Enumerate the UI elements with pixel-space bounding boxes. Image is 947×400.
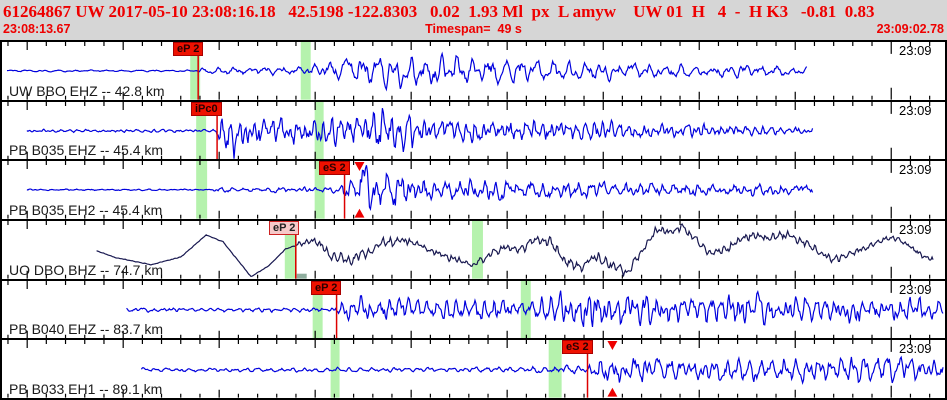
trace-row-uo-dbo-bhz: eP 2 UO DBO BHZ -- 74.7 km 23:09 bbox=[2, 219, 945, 279]
trace-row-uw-bbo-ehz: eP 2 UW BBO EHZ -- 42.8 km 23:09 bbox=[2, 42, 945, 100]
station-label-pb-b035-ehz: PB B035 EHZ -- 45.4 km bbox=[9, 142, 164, 159]
station-label-pb-b040-ehz: PB B040 EHZ -- 83.7 km bbox=[9, 321, 164, 338]
arrival-window-band bbox=[472, 221, 483, 279]
window-end-time: 23:09:02.78 bbox=[876, 22, 944, 36]
arrival-window-band bbox=[548, 340, 562, 399]
trace-row-pb-b035-eh2: eS 2 PB B035 EH2 -- 45.4 km 23:09 bbox=[2, 159, 945, 220]
second-tick-marks bbox=[7, 340, 931, 399]
minute-time-label: 23:09 bbox=[899, 281, 932, 297]
pick-flag-uo-dbo-bhz[interactable]: eP 2 bbox=[269, 221, 300, 236]
station-label-pb-b035-eh2: PB B035 EH2 -- 45.4 km bbox=[9, 202, 163, 219]
trace-canvas-uo-dbo-bhz[interactable] bbox=[2, 221, 945, 279]
pick-flag-uw-bbo-ehz[interactable]: eP 2 bbox=[173, 42, 204, 56]
timespan-label: Timespan= 49 s bbox=[425, 22, 522, 36]
waveform-uo-dbo-bhz[interactable] bbox=[96, 223, 934, 278]
waveform-panel: eP 2 UW BBO EHZ -- 42.8 km 23:09 iPc0 PB B03… bbox=[0, 40, 947, 400]
minute-time-label: 23:09 bbox=[899, 162, 932, 178]
pick-flag-pb-b035-eh2[interactable]: eS 2 bbox=[319, 161, 350, 176]
trace-canvas-pb-b035-eh2[interactable] bbox=[2, 161, 945, 220]
waveform-pb-b040-ehz[interactable] bbox=[126, 289, 944, 327]
station-label-uo-dbo-bhz: UO DBO BHZ -- 74.7 km bbox=[9, 261, 164, 278]
window-start-time: 23:08:13.67 bbox=[3, 22, 71, 36]
trace-canvas-pb-b033-eh1[interactable] bbox=[2, 340, 945, 399]
second-tick-marks bbox=[7, 42, 931, 100]
arrival-window-band bbox=[330, 340, 340, 399]
waveform-pb-b035-ehz[interactable] bbox=[26, 107, 814, 159]
waveform-pb-b035-eh2[interactable] bbox=[26, 165, 814, 212]
minute-time-label: 23:09 bbox=[899, 102, 932, 118]
arrival-window-band bbox=[284, 221, 297, 279]
arrival-window-band bbox=[314, 101, 324, 160]
event-summary-line: 61264867 UW 2017-05-10 23:08:16.18 42.51… bbox=[3, 2, 875, 21]
event-header: 61264867 UW 2017-05-10 23:08:16.18 42.51… bbox=[0, 0, 947, 40]
second-tick-marks bbox=[7, 101, 931, 160]
station-label-pb-b033-eh1: PB B033 EH1 -- 89.1 km bbox=[9, 381, 163, 398]
minute-time-label: 23:09 bbox=[899, 222, 932, 238]
pick-flag-pb-b033-eh1[interactable]: eS 2 bbox=[562, 340, 593, 355]
residual-marker bbox=[296, 273, 307, 279]
waveform-uw-bbo-ehz[interactable] bbox=[6, 51, 808, 92]
trace-row-pb-b035-ehz: iPc0 PB B035 EHZ -- 45.4 km 23:09 bbox=[2, 99, 945, 160]
trace-canvas-pb-b035-ehz[interactable] bbox=[2, 101, 945, 160]
trace-canvas-pb-b040-ehz[interactable] bbox=[2, 280, 945, 339]
station-label-uw-bbo-ehz: UW BBO EHZ -- 42.8 km bbox=[9, 82, 165, 99]
trace-canvas-uw-bbo-ehz[interactable] bbox=[2, 42, 945, 100]
pick-flag-pb-b035-ehz[interactable]: iPc0 bbox=[191, 101, 222, 116]
time-window-line: 23:08:13.67 Timespan= 49 s 23:09:02.78 bbox=[0, 22, 947, 37]
coda-marker-top-icon[interactable] bbox=[354, 162, 365, 172]
trace-row-pb-b033-eh1: eS 2 PB B033 EH1 -- 89.1 km 23:09 bbox=[2, 338, 945, 399]
coda-marker-top-icon[interactable] bbox=[607, 341, 618, 351]
coda-marker-bottom-icon[interactable] bbox=[354, 209, 365, 219]
second-tick-marks bbox=[7, 161, 931, 220]
minute-time-label: 23:09 bbox=[899, 43, 932, 58]
second-tick-marks bbox=[7, 221, 931, 279]
arrival-window-band bbox=[520, 280, 531, 339]
pick-flag-pb-b040-ehz[interactable]: eP 2 bbox=[311, 280, 342, 295]
trace-row-pb-b040-ehz: eP 2 PB B040 EHZ -- 83.7 km 23:09 bbox=[2, 278, 945, 339]
waveform-pb-b033-eh1[interactable] bbox=[140, 356, 944, 386]
minute-time-label: 23:09 bbox=[899, 341, 932, 357]
coda-marker-bottom-icon[interactable] bbox=[607, 388, 618, 398]
